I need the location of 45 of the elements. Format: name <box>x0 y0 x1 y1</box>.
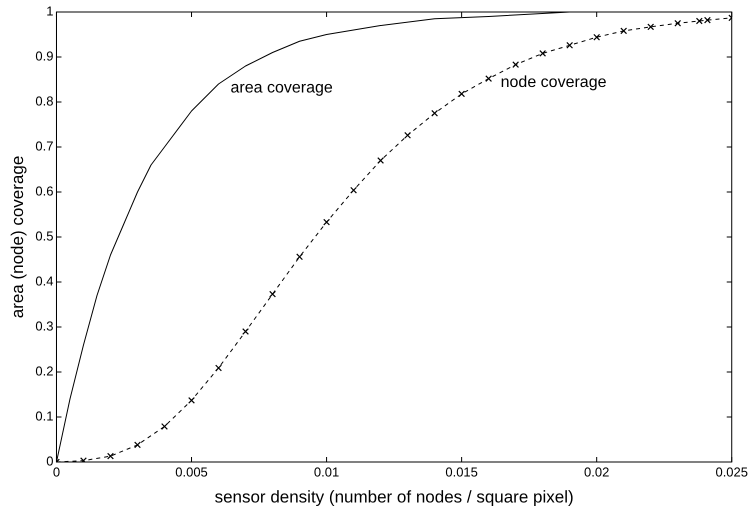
point <box>80 457 87 462</box>
point <box>539 50 546 57</box>
y-tick-label: 0.7 <box>35 138 54 154</box>
y-tick-label: 0.5 <box>35 228 54 244</box>
point <box>188 396 195 404</box>
point <box>431 110 438 117</box>
point <box>404 132 412 139</box>
point <box>215 364 222 372</box>
x-tick-label: 0.025 <box>715 464 748 480</box>
x-tick-label: 0.015 <box>445 464 478 480</box>
y-tick-label: 0.3 <box>35 318 54 334</box>
point <box>704 16 711 24</box>
series-label: area coverage <box>230 79 333 96</box>
x-tick-label: 0.01 <box>314 464 340 480</box>
point <box>512 61 520 68</box>
y-tick-label: 0.6 <box>35 184 54 199</box>
y-tick-label: 1 <box>46 4 54 19</box>
x-axis-title: sensor density (number of nodes / square pixel) <box>214 487 574 506</box>
y-tick-label: 0.2 <box>35 364 54 379</box>
x-tick-label: 0.005 <box>175 464 208 480</box>
y-tick-label: 0.1 <box>35 408 54 424</box>
point <box>696 18 703 24</box>
x-tick-label: 0.02 <box>584 464 610 480</box>
point <box>458 90 466 98</box>
y-axis-title: area (node) coverage <box>8 156 27 318</box>
point <box>134 441 141 448</box>
y-tick-label: 0.8 <box>35 94 54 109</box>
point <box>485 75 492 82</box>
point <box>377 157 384 164</box>
point <box>350 186 358 194</box>
series-label: node coverage <box>500 74 607 92</box>
point <box>566 42 574 49</box>
point <box>269 290 276 298</box>
point <box>323 218 330 226</box>
point <box>593 34 600 41</box>
y-tick-label: 0.4 <box>35 274 54 289</box>
point <box>296 253 303 260</box>
point <box>242 328 249 335</box>
point <box>674 20 682 27</box>
point <box>620 27 628 34</box>
point <box>161 423 168 430</box>
point <box>647 23 654 30</box>
y-tick-label: 0.9 <box>35 48 54 64</box>
y-tick-label: 0 <box>46 454 54 469</box>
point <box>107 452 114 460</box>
